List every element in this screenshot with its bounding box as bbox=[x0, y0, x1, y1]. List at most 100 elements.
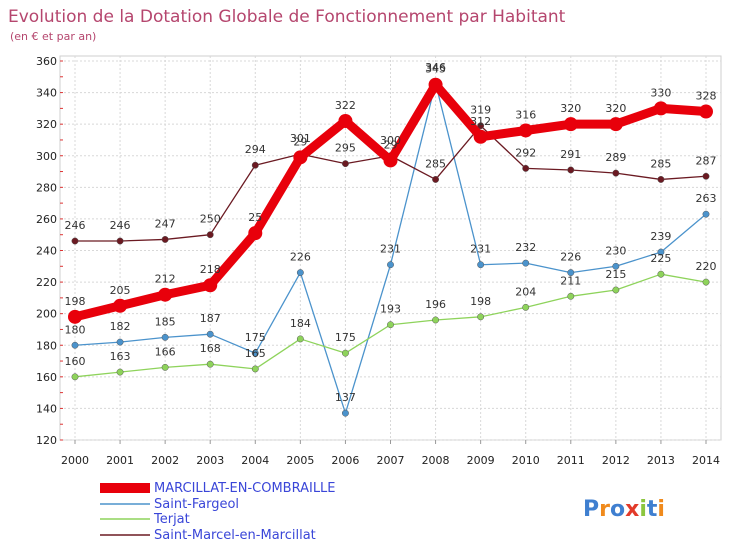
data-point bbox=[612, 286, 620, 294]
data-point bbox=[428, 77, 443, 92]
data-point bbox=[612, 169, 620, 177]
data-label: 198 bbox=[65, 295, 86, 308]
y-tick-label: 260 bbox=[36, 213, 57, 226]
data-point bbox=[341, 160, 349, 168]
brand-letter: o bbox=[610, 497, 625, 522]
data-point bbox=[432, 316, 440, 324]
data-point bbox=[383, 153, 398, 168]
brand-text: Proxiti bbox=[583, 497, 665, 522]
data-point bbox=[563, 117, 578, 132]
y-tick-label: 180 bbox=[36, 339, 57, 352]
data-point bbox=[341, 349, 349, 357]
data-point bbox=[522, 259, 530, 267]
data-label: 180 bbox=[65, 323, 86, 336]
data-point bbox=[657, 248, 665, 256]
y-tick-label: 320 bbox=[36, 118, 57, 131]
data-label: 175 bbox=[245, 331, 266, 344]
data-label: 285 bbox=[425, 157, 446, 170]
data-point bbox=[116, 338, 124, 346]
data-point bbox=[702, 172, 710, 180]
data-label: 291 bbox=[560, 148, 581, 161]
y-tick-label: 120 bbox=[36, 434, 57, 447]
data-point bbox=[567, 166, 575, 174]
data-label: 204 bbox=[515, 285, 536, 298]
data-label: 226 bbox=[560, 251, 581, 264]
data-label: 187 bbox=[200, 312, 221, 325]
data-point bbox=[608, 117, 623, 132]
data-label: 250 bbox=[200, 213, 221, 226]
data-label: 247 bbox=[155, 217, 176, 230]
data-point bbox=[71, 341, 79, 349]
data-label: 231 bbox=[380, 243, 401, 256]
x-tick-label: 2004 bbox=[241, 454, 269, 467]
data-label: 29 bbox=[384, 138, 398, 151]
data-label: 285 bbox=[650, 157, 671, 170]
data-point bbox=[477, 261, 485, 269]
data-label: 322 bbox=[335, 99, 356, 112]
y-tick-label: 340 bbox=[36, 87, 57, 100]
chart-title: Evolution de la Dotation Globale de Fonc… bbox=[8, 7, 566, 27]
y-tick-label: 240 bbox=[36, 245, 57, 258]
data-point bbox=[251, 161, 259, 169]
x-tick-label: 2003 bbox=[196, 454, 224, 467]
y-tick-label: 360 bbox=[36, 55, 57, 68]
data-label: 137 bbox=[335, 391, 356, 404]
data-label: 289 bbox=[605, 151, 626, 164]
x-tick-label: 2010 bbox=[512, 454, 540, 467]
x-tick-label: 2005 bbox=[286, 454, 314, 467]
x-tick-label: 2007 bbox=[377, 454, 405, 467]
data-label: 218 bbox=[200, 263, 221, 276]
data-point bbox=[296, 335, 304, 343]
data-point bbox=[612, 262, 620, 270]
x-tick-label: 2000 bbox=[61, 454, 89, 467]
y-tick-label: 160 bbox=[36, 371, 57, 384]
data-label: 220 bbox=[696, 260, 717, 273]
data-label: 175 bbox=[335, 331, 356, 344]
x-tick-label: 2006 bbox=[331, 454, 359, 467]
data-point bbox=[68, 309, 82, 324]
data-label: 345 bbox=[425, 63, 446, 76]
x-tick-label: 2014 bbox=[692, 454, 720, 467]
data-label: 230 bbox=[605, 244, 626, 257]
x-tick-label: 2013 bbox=[647, 454, 675, 467]
data-label: 246 bbox=[65, 219, 86, 232]
data-label: 185 bbox=[155, 315, 176, 328]
y-tick-label: 140 bbox=[36, 402, 57, 415]
data-label: 292 bbox=[515, 146, 536, 159]
data-label: 193 bbox=[380, 303, 401, 316]
brand-logo: Proxiti bbox=[583, 497, 665, 522]
data-label: 294 bbox=[245, 143, 266, 156]
data-label: 25 bbox=[248, 211, 262, 224]
series-layer bbox=[68, 77, 713, 417]
data-point bbox=[293, 150, 308, 165]
data-point bbox=[116, 368, 124, 376]
data-point bbox=[158, 287, 173, 302]
data-point bbox=[657, 270, 665, 278]
data-point bbox=[71, 373, 79, 381]
data-point bbox=[522, 164, 530, 172]
data-point bbox=[473, 129, 488, 144]
chart-subtitle: (en € et par an) bbox=[10, 30, 96, 43]
data-label: 312 bbox=[470, 115, 491, 128]
data-point bbox=[113, 298, 128, 313]
data-point bbox=[248, 226, 263, 241]
data-label: 205 bbox=[110, 284, 131, 297]
legend-label: MARCILLAT-EN-COMBRAILLE bbox=[154, 481, 336, 496]
data-point bbox=[296, 269, 304, 277]
legend-label: Saint-Fargeol bbox=[154, 497, 239, 512]
data-point bbox=[522, 303, 530, 311]
data-point bbox=[702, 278, 710, 286]
data-point bbox=[161, 333, 169, 341]
data-label: 295 bbox=[335, 142, 356, 155]
data-label: 301 bbox=[290, 132, 311, 145]
data-label: 232 bbox=[515, 241, 536, 254]
data-point bbox=[387, 261, 394, 269]
x-tick-label: 2001 bbox=[106, 454, 134, 467]
legend-label: Saint-Marcel-en-Marcillat bbox=[154, 528, 316, 543]
x-tick-label: 2008 bbox=[422, 454, 450, 467]
data-label: 316 bbox=[515, 108, 536, 121]
data-label: 328 bbox=[696, 90, 717, 103]
brand-letter: i bbox=[639, 497, 647, 522]
